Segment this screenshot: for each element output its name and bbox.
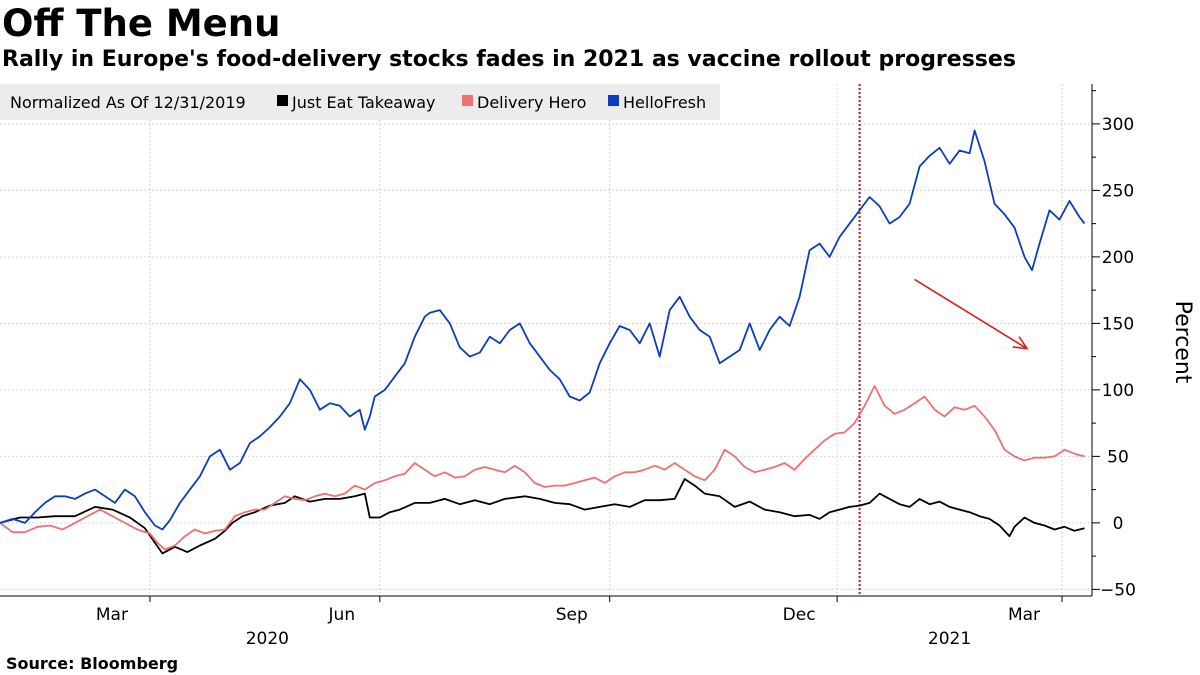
source-note: Source: Bloomberg	[6, 654, 179, 673]
y-tick-label: −50	[1100, 580, 1136, 600]
annotations	[858, 84, 1029, 596]
series-line-hellofresh	[0, 129, 1086, 531]
trend-arrow-head	[1012, 336, 1029, 350]
y-tick-label: 200	[1102, 248, 1134, 268]
x-tick-label: Mar	[1008, 605, 1040, 625]
series-lines	[0, 129, 1086, 555]
x-year-label: 2021	[928, 629, 971, 649]
legend-label-delivery-hero: Delivery Hero	[477, 93, 586, 112]
chart-subtitle: Rally in Europe's food-delivery stocks f…	[2, 47, 1016, 72]
legend-box	[0, 84, 720, 120]
y-tick-label: 150	[1102, 314, 1134, 334]
x-tick-label: Dec	[783, 605, 816, 625]
legend: Normalized As Of 12/31/2019 Just Eat Take…	[0, 84, 720, 120]
y-tick-label: 300	[1102, 115, 1134, 135]
legend-swatch-delivery-hero	[462, 95, 473, 106]
legend-label-hellofresh: HelloFresh	[623, 93, 706, 112]
legend-label-just-eat-takeaway: Just Eat Takeaway	[291, 93, 435, 112]
grid	[0, 84, 1092, 596]
x-tick-label: Sep	[556, 605, 588, 625]
y-axis-label: Percent	[1170, 301, 1195, 384]
y-tick-label: 250	[1102, 181, 1134, 201]
legend-swatch-just-eat-takeaway	[277, 95, 288, 106]
legend-title: Normalized As Of 12/31/2019	[10, 93, 246, 112]
y-tick-label: 100	[1102, 381, 1134, 401]
chart-title: Off The Menu	[2, 2, 281, 45]
trend-arrow-line	[914, 278, 1028, 350]
y-tick-label: 0	[1113, 514, 1124, 534]
axes: 300 250 200 150 100 50 0 −50 Mar Jun Sep Dec Mar 2020…	[0, 84, 1136, 649]
y-tick-label: 50	[1107, 447, 1129, 467]
x-tick-label: Mar	[96, 605, 128, 625]
legend-swatch-hellofresh	[608, 95, 619, 106]
series-line-just-eat-takeaway	[0, 478, 1085, 555]
x-tick-label: Jun	[328, 605, 356, 625]
series-line-delivery-hero	[0, 384, 1085, 551]
x-year-label: 2020	[246, 629, 289, 649]
